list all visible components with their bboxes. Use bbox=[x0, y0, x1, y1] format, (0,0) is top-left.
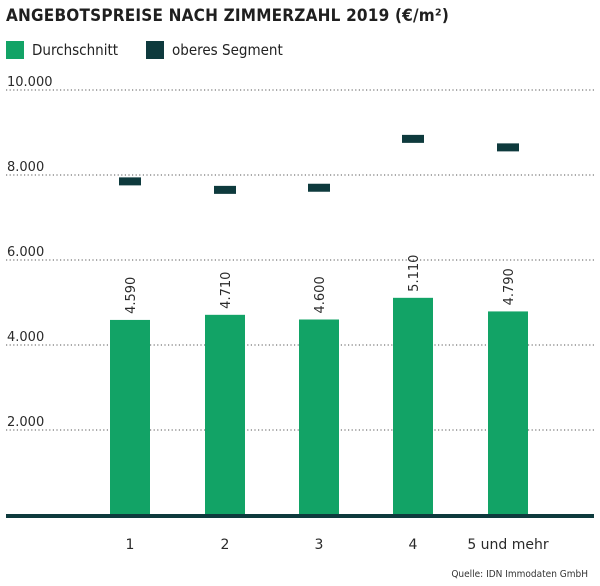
bar-durchschnitt bbox=[299, 319, 339, 515]
y-tick-label: 6.000 bbox=[7, 245, 44, 260]
legend-label-durchschnitt: Durchschnitt bbox=[32, 41, 119, 59]
x-tick-label: 4 bbox=[409, 537, 418, 553]
x-tick-label: 3 bbox=[315, 537, 324, 553]
chart-title: ANGEBOTSPREISE NACH ZIMMERZAHL 2019 (€/m… bbox=[6, 6, 450, 26]
bar-durchschnitt bbox=[393, 297, 433, 515]
marker-oberes-segment bbox=[308, 183, 330, 192]
legend-swatch-oberes-segment bbox=[146, 41, 165, 59]
bar-durchschnitt bbox=[488, 311, 528, 515]
data-label: 4.590 bbox=[124, 277, 139, 314]
marker-oberes-segment bbox=[402, 134, 424, 143]
x-axis-line bbox=[6, 514, 594, 518]
marker-oberes-segment bbox=[497, 143, 519, 152]
data-label: 4.600 bbox=[313, 276, 328, 313]
bar-durchschnitt bbox=[205, 314, 245, 515]
marker-oberes-segment bbox=[214, 185, 236, 194]
legend: Durchschnitt oberes Segment bbox=[6, 40, 311, 60]
data-label: 4.710 bbox=[219, 272, 234, 309]
x-tick-label: 2 bbox=[221, 537, 230, 553]
y-tick-label: 8.000 bbox=[7, 160, 44, 175]
legend-item-oberes-segment: oberes Segment bbox=[146, 41, 283, 59]
legend-swatch-durchschnitt bbox=[6, 41, 24, 59]
y-tick-label: 4.000 bbox=[7, 330, 44, 345]
legend-item-durchschnitt: Durchschnitt bbox=[6, 41, 118, 59]
legend-label-oberes-segment: oberes Segment bbox=[172, 41, 283, 59]
y-tick-label: 2.000 bbox=[7, 415, 44, 430]
bar-durchschnitt bbox=[110, 319, 150, 515]
y-tick-label: 10.000 bbox=[7, 75, 53, 90]
data-label: 4.790 bbox=[502, 268, 517, 305]
x-tick-label: 1 bbox=[126, 537, 135, 553]
x-tick-label: 5 und mehr bbox=[467, 537, 549, 553]
marker-oberes-segment bbox=[119, 177, 141, 186]
data-label: 5.110 bbox=[407, 255, 422, 292]
source-note: Quelle: IDN Immodaten GmbH bbox=[451, 569, 588, 580]
